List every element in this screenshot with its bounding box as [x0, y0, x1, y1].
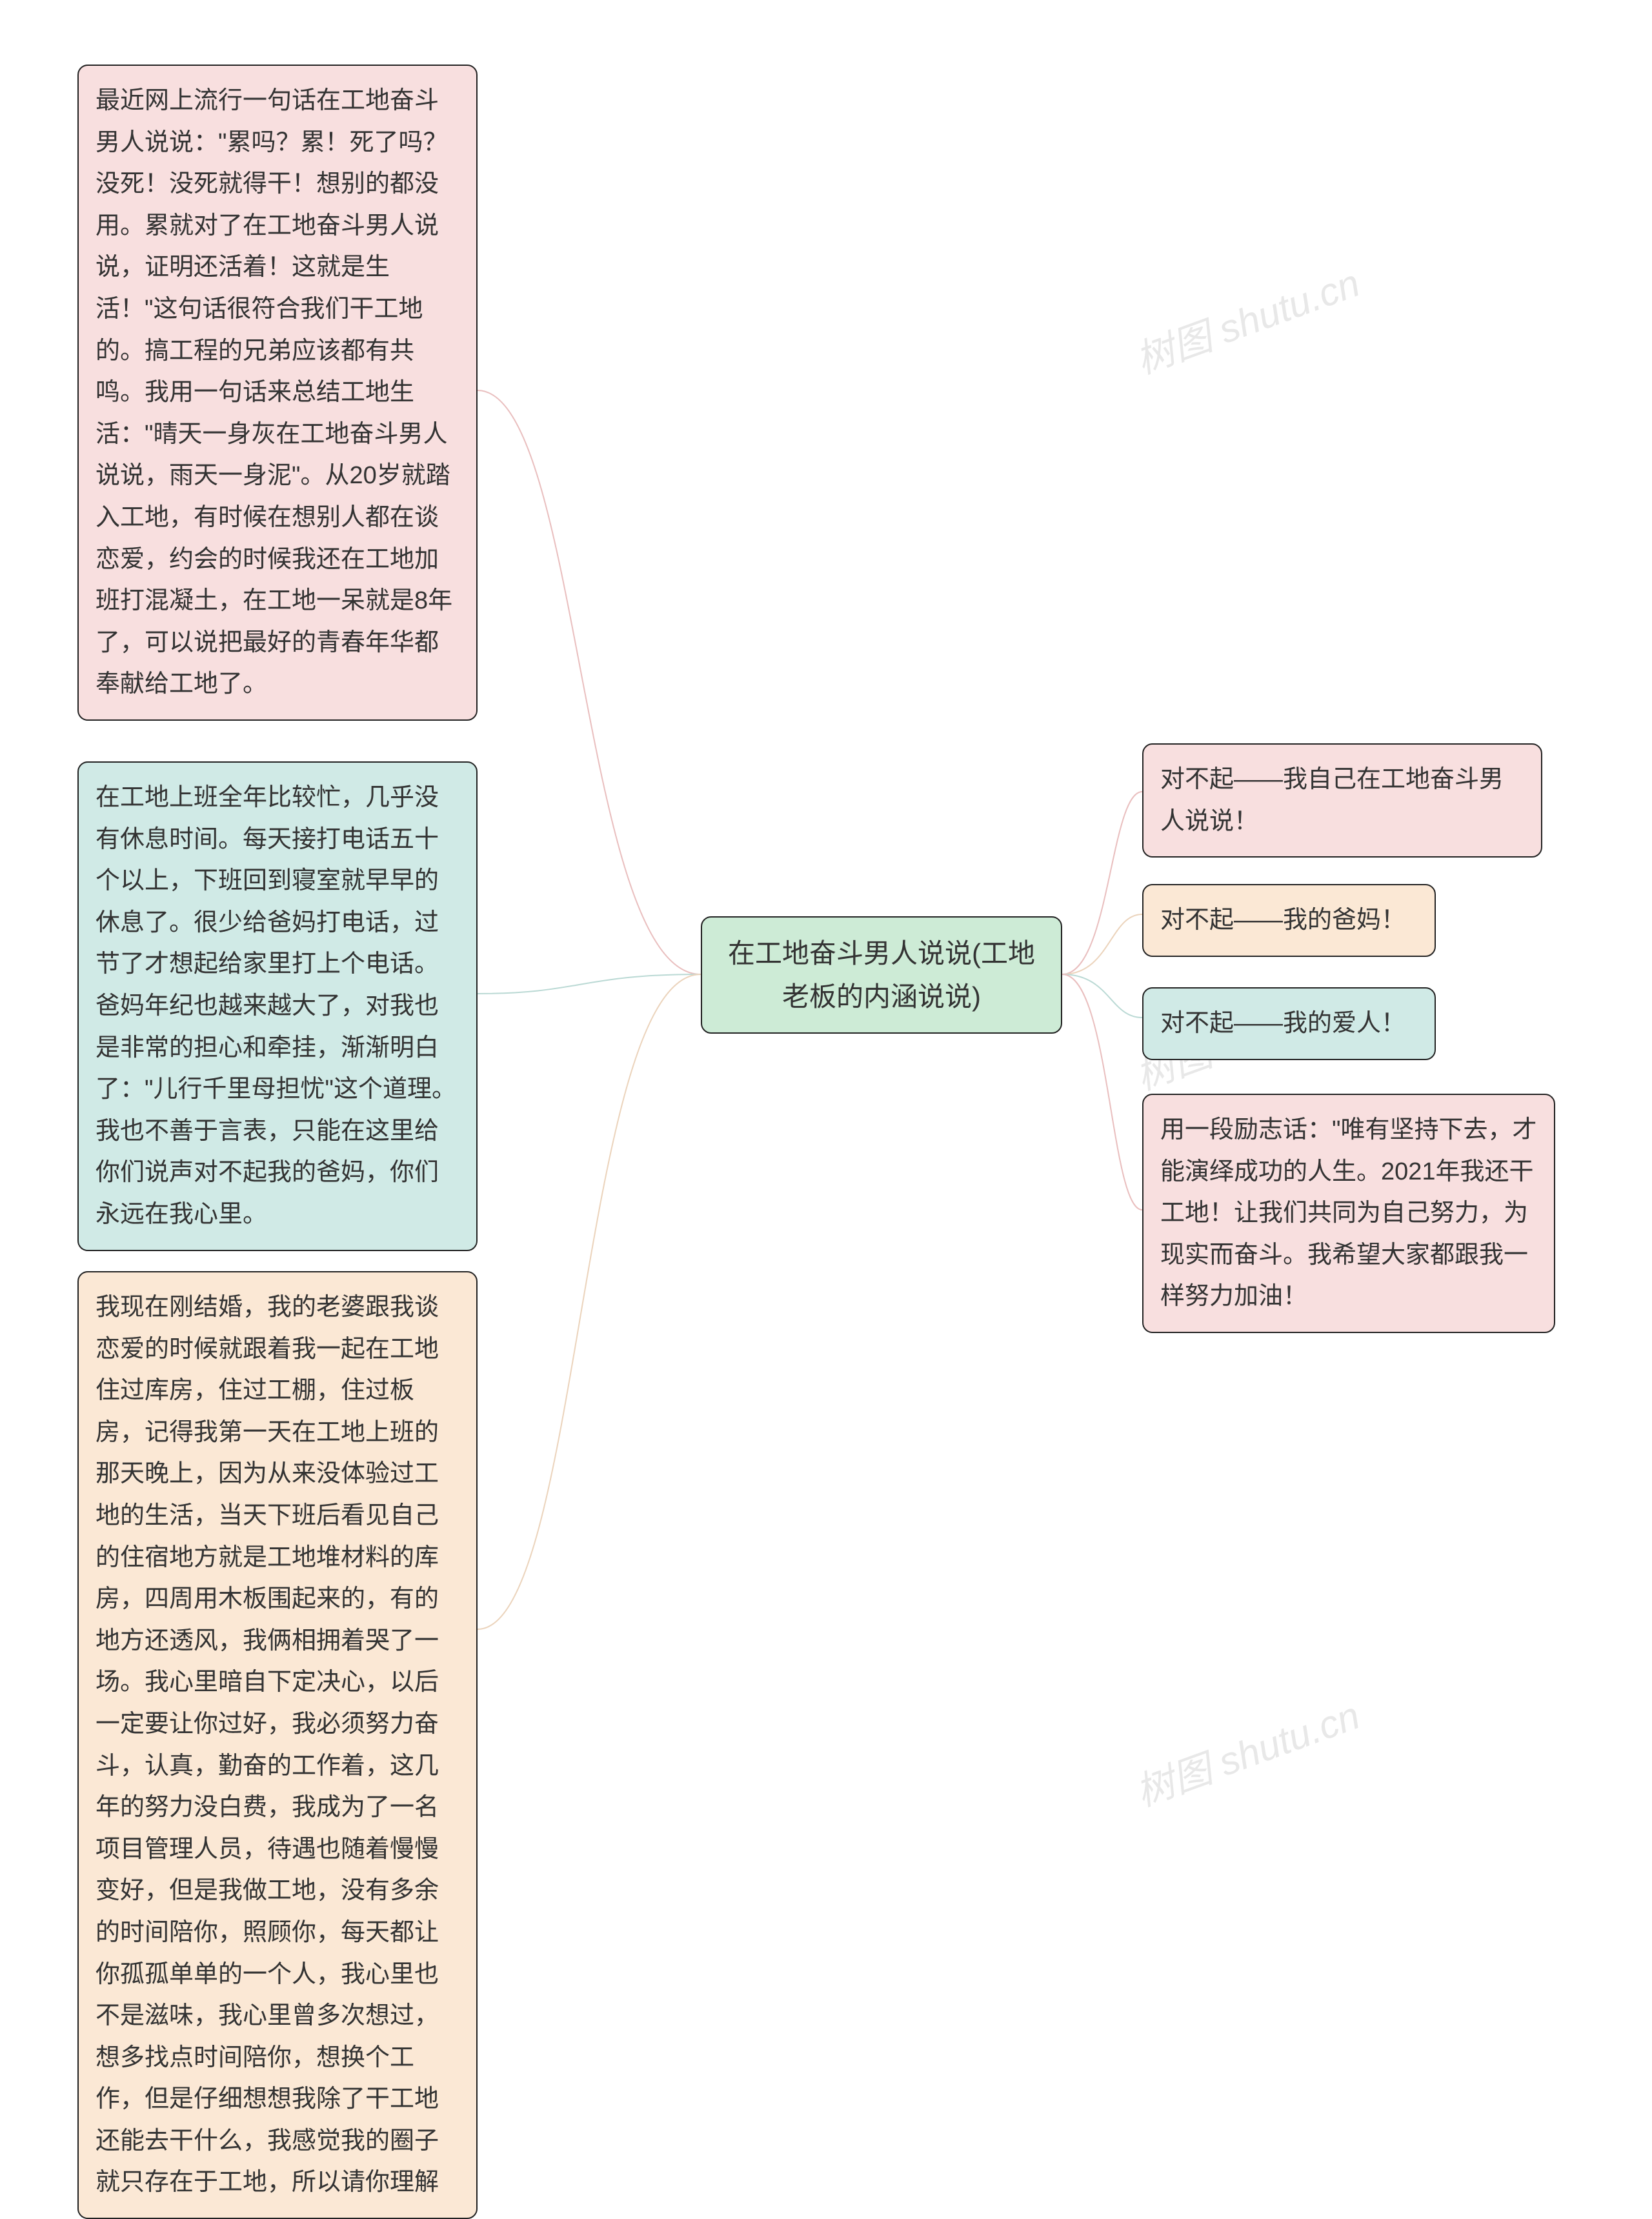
left-node-1: 最近网上流行一句话在工地奋斗男人说说："累吗？累！死了吗？没死！没死就得干！想别…: [77, 65, 478, 721]
left-node-3: 我现在刚结婚，我的老婆跟我谈恋爱的时候就跟着我一起在工地住过库房，住过工棚，住过…: [77, 1271, 478, 2219]
right-node-1: 对不起——我自己在工地奋斗男人说说！: [1142, 743, 1542, 858]
right-node-3: 对不起——我的爱人！: [1142, 987, 1436, 1060]
right-node-4: 用一段励志话："唯有坚持下去，才能演绎成功的人生。2021年我还干工地！让我们共…: [1142, 1094, 1555, 1333]
watermark: 树图 shutu.cn: [1127, 252, 1366, 385]
watermark: 树图 shutu.cn: [1127, 1684, 1366, 1817]
right-node-2: 对不起——我的爸妈！: [1142, 884, 1436, 957]
left-node-2: 在工地上班全年比较忙，几乎没有休息时间。每天接打电话五十个以上，下班回到寝室就早…: [77, 761, 478, 1251]
center-node: 在工地奋斗男人说说(工地老板的内涵说说): [701, 916, 1062, 1034]
